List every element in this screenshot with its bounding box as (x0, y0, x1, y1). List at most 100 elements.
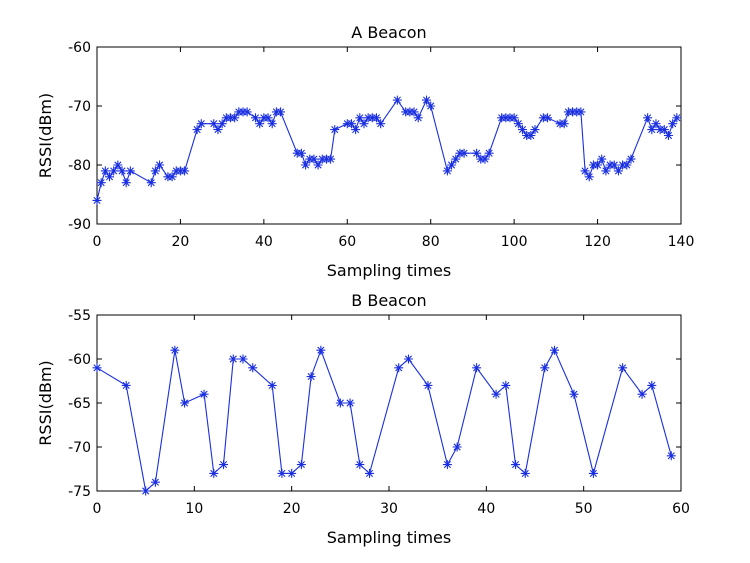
data-point (509, 113, 519, 123)
data-point (296, 148, 306, 158)
y-tick-label: -65 (68, 396, 91, 412)
data-point (330, 125, 340, 135)
data-point (351, 125, 361, 135)
data-point (601, 166, 611, 176)
data-point (276, 107, 286, 117)
chart-b-beacon: B Beacon Sampling times RSSI(dBm) 0 10 20 3… (36, 291, 690, 547)
x-tick-label: 20 (283, 501, 301, 517)
data-point (141, 486, 151, 496)
chart-a-beacon: A Beacon Sampling times RSSI(dBm) 0 20 40 6… (36, 23, 694, 280)
x-tick-label: 40 (477, 501, 495, 517)
x-tick-label: 60 (672, 501, 690, 517)
data-point (413, 113, 423, 123)
data-point (355, 460, 365, 470)
data-point (459, 148, 469, 158)
data-point (313, 160, 323, 170)
data-point (277, 468, 287, 478)
data-point (359, 119, 369, 129)
data-point (213, 125, 223, 135)
data-point (180, 166, 190, 176)
data-point (491, 389, 501, 399)
data-point (306, 372, 316, 382)
data-point (228, 354, 238, 364)
data-point (121, 178, 131, 188)
series-line (96, 348, 672, 493)
data-point (663, 131, 673, 140)
data-point (549, 345, 559, 355)
data-point (659, 125, 669, 135)
y-tick-label: -60 (68, 40, 91, 56)
y-axis-label: RSSI(dBm) (36, 360, 55, 445)
data-point (121, 380, 131, 390)
data-point (597, 154, 607, 164)
data-point (167, 172, 177, 182)
data-point (113, 160, 123, 170)
data-point (442, 460, 452, 470)
y-axis-label: RSSI(dBm) (36, 93, 55, 178)
data-point (117, 166, 127, 176)
data-point (150, 477, 160, 487)
data-point (530, 125, 540, 135)
data-point (267, 380, 277, 390)
data-point (255, 119, 265, 129)
data-point (593, 160, 603, 170)
data-point (92, 195, 102, 205)
data-point (442, 166, 452, 176)
data-point (217, 119, 227, 129)
y-tick-label: -70 (68, 440, 91, 456)
data-point (472, 363, 482, 373)
data-point (287, 468, 297, 478)
data-point (371, 113, 381, 123)
data-point (192, 125, 202, 135)
data-point (155, 160, 165, 170)
data-point (580, 166, 590, 176)
data-point (109, 166, 119, 176)
data-point (480, 154, 490, 164)
data-point (267, 119, 277, 129)
data-point (576, 107, 586, 117)
plot-frame (96, 46, 682, 225)
data-point (651, 119, 661, 129)
data-point (326, 154, 336, 164)
data-point (613, 166, 623, 176)
data-point (517, 125, 527, 135)
data-point (345, 398, 355, 408)
data-point (196, 119, 206, 129)
x-tick-label: 60 (338, 234, 356, 250)
data-point (146, 178, 156, 188)
data-point (230, 113, 240, 123)
data-point (540, 363, 550, 373)
data-point (403, 354, 413, 364)
x-tick-label: 40 (255, 234, 273, 250)
series-line (96, 99, 678, 201)
x-tick-label: 140 (668, 234, 695, 250)
x-tick-label: 20 (172, 234, 190, 250)
data-point (447, 160, 457, 170)
data-point (125, 166, 135, 176)
data-point (526, 131, 536, 140)
x-tick-label: 50 (575, 501, 593, 517)
chart-title: A Beacon (351, 23, 426, 42)
data-point (263, 113, 273, 123)
data-point (501, 380, 511, 390)
y-tick-label: -90 (68, 217, 91, 233)
x-axis-label: Sampling times (327, 528, 451, 547)
x-tick-label: 100 (501, 234, 528, 250)
data-point (622, 160, 632, 170)
x-tick-label: 0 (93, 501, 102, 517)
data-point (170, 345, 180, 355)
data-point (238, 354, 248, 364)
data-point (472, 148, 482, 158)
data-point (150, 166, 160, 176)
data-point (309, 154, 319, 164)
data-point (520, 468, 530, 478)
data-point (569, 389, 579, 399)
data-point (513, 119, 523, 129)
x-tick-label: 120 (584, 234, 611, 250)
data-point (451, 154, 461, 164)
data-point (426, 101, 436, 111)
data-point (588, 468, 598, 478)
data-point (248, 363, 258, 373)
data-point (100, 166, 110, 176)
